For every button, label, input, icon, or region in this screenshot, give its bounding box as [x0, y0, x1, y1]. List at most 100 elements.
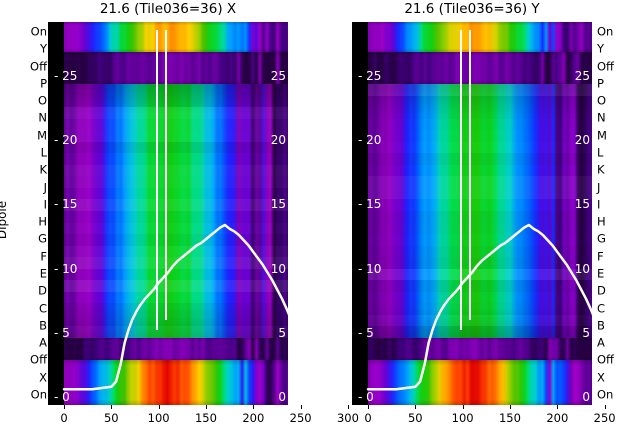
category-label: N	[38, 110, 47, 125]
white-spike	[460, 30, 462, 330]
category-label: On	[597, 24, 614, 39]
category-label: E	[597, 266, 605, 281]
heat-row	[368, 222, 592, 235]
heat-band-dark-gap-lower	[48, 338, 288, 360]
x-tick-label: 200	[546, 411, 569, 425]
heat-band-top-strip	[48, 22, 288, 52]
category-label: L	[597, 145, 604, 160]
white-spike	[469, 30, 471, 320]
x-tick-label: 100	[147, 411, 170, 425]
category-label: F	[597, 248, 604, 263]
x-tick-mark	[158, 405, 160, 409]
x-tick-mark	[368, 405, 369, 409]
x-tick-mark	[557, 405, 559, 409]
heat-row	[368, 326, 592, 338]
overlay-curve	[366, 223, 592, 391]
category-axis-left: On Y Off P O N M L K J I H G F E D C B A Off X On	[18, 22, 48, 405]
heat-row	[64, 84, 288, 96]
heat-band-data	[64, 22, 288, 52]
category-label: H	[597, 214, 606, 229]
heat-band-data	[368, 22, 592, 52]
category-label: C	[38, 300, 47, 315]
category-label: P	[597, 76, 604, 91]
x-tick-label: 250	[289, 411, 312, 425]
heat-band-data	[64, 360, 288, 405]
x-tick-mark	[111, 405, 113, 409]
band-shading	[48, 338, 288, 360]
white-spike	[165, 30, 167, 320]
heat-row	[64, 280, 288, 292]
y-axis-label: Dipole	[0, 200, 10, 240]
heat-band-main-block	[48, 84, 288, 338]
x-tick-label: 150	[194, 411, 217, 425]
heat-row	[368, 176, 592, 188]
heat-band-bottom-strip	[352, 360, 592, 405]
x-tick-label: 0	[364, 411, 372, 425]
x-tick-label: 250	[593, 411, 616, 425]
heat-band-dark-gap-upper	[352, 52, 592, 84]
band-shading	[352, 360, 592, 405]
x-tick-mark	[253, 405, 255, 409]
category-label: J	[597, 179, 601, 194]
heat-row	[368, 107, 592, 119]
category-label: F	[40, 248, 47, 263]
x-tick-label: 0	[60, 411, 68, 425]
heat-band-dark-gap-upper	[48, 52, 288, 84]
heat-row	[64, 141, 288, 154]
x-tick-label: 50	[407, 411, 423, 425]
x-tick-mark	[300, 405, 302, 409]
heat-row	[368, 84, 592, 96]
category-label: D	[597, 283, 606, 298]
category-label: G	[38, 231, 47, 246]
heat-row	[368, 187, 592, 200]
category-label: On	[30, 387, 47, 402]
heat-band-data	[64, 52, 288, 84]
category-label: I	[597, 197, 601, 212]
category-label: H	[38, 214, 47, 229]
x-tick-label: 150	[498, 411, 521, 425]
category-label: Y	[597, 41, 605, 56]
band-shading	[352, 84, 592, 338]
category-label: E	[39, 266, 47, 281]
category-label: K	[39, 162, 47, 177]
heat-row	[368, 211, 592, 223]
category-label: L	[40, 145, 47, 160]
heat-row	[64, 95, 288, 108]
x-tick-label: 100	[451, 411, 474, 425]
band-shading	[352, 22, 592, 52]
category-label: A	[597, 335, 605, 350]
overlay-curve	[62, 223, 288, 391]
band-shading	[48, 84, 288, 338]
panel-title-y: 21.6 (Tile036=36) Y	[404, 1, 540, 17]
category-label: N	[597, 110, 606, 125]
white-spike	[156, 30, 158, 330]
x-tick-mark	[604, 405, 606, 409]
category-label: X	[597, 369, 605, 384]
heat-band-data	[368, 52, 592, 84]
category-label: O	[37, 93, 47, 108]
heat-band-main-block	[352, 84, 592, 338]
x-tick-label: 50	[103, 411, 119, 425]
x-tick-mark	[415, 405, 417, 409]
heat-row	[368, 303, 592, 315]
category-label: Off	[597, 352, 614, 367]
category-label: D	[38, 283, 47, 298]
category-label: M	[37, 127, 47, 142]
category-label: Off	[30, 58, 47, 73]
category-label: C	[597, 300, 606, 315]
heat-row	[368, 153, 592, 165]
heat-row	[368, 291, 592, 304]
heat-row	[368, 245, 592, 258]
x-tick-label: 200	[242, 411, 265, 425]
x-tick-mark	[462, 405, 464, 409]
heat-band-data	[64, 84, 288, 338]
heat-band-data	[64, 338, 288, 360]
heat-band-dark-gap-lower	[352, 338, 592, 360]
heat-row	[368, 268, 592, 281]
band-shading	[48, 52, 288, 84]
band-shading	[48, 360, 288, 405]
